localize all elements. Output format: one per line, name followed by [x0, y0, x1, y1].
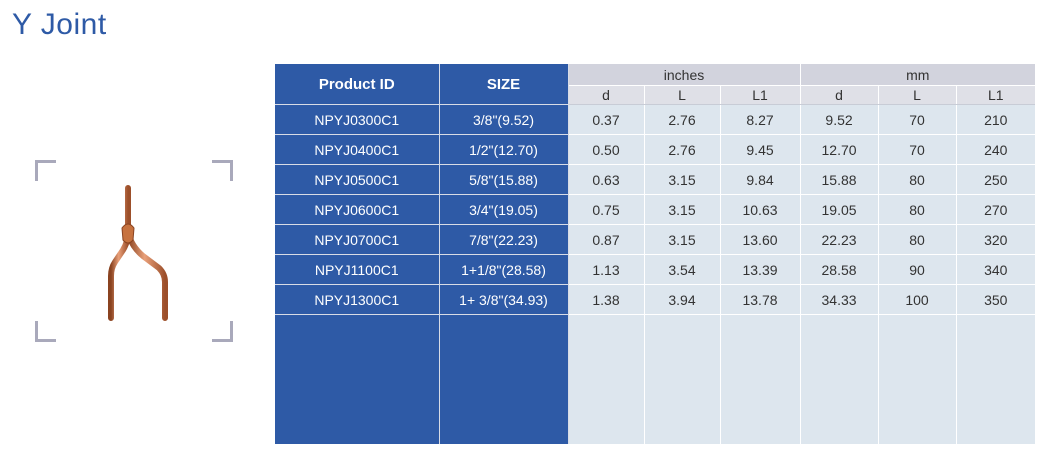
- size-cell: 3/4"(19.05): [439, 194, 569, 225]
- header-inch-L1: L1: [719, 85, 801, 105]
- header-size: SIZE: [439, 64, 569, 105]
- product-id-cell: NPYJ0600C1: [275, 194, 440, 225]
- inch-d-cell: 0.87: [567, 224, 644, 255]
- inch-L1-cell: 10.63: [719, 194, 801, 225]
- table-row: NPYJ0500C1 5/8"(15.88) 0.63 3.15 9.84 15…: [275, 164, 1036, 195]
- frame-corner-top-left: [35, 160, 56, 181]
- mm-L-cell: 80: [877, 164, 957, 195]
- product-id-cell: NPYJ1100C1: [275, 254, 440, 285]
- inch-d-cell: 0.37: [567, 104, 644, 135]
- table-filler-row: [275, 314, 1036, 444]
- inch-L1-cell: 9.45: [719, 134, 801, 165]
- inch-d-cell: 0.50: [567, 134, 644, 165]
- size-cell: 7/8"(22.23): [439, 224, 569, 255]
- inch-L-cell: 2.76: [643, 134, 720, 165]
- mm-d-cell: 19.05: [799, 194, 879, 225]
- header-inches-group: inches: [567, 64, 801, 86]
- header-mm-L1: L1: [955, 85, 1036, 105]
- mm-L-cell: 80: [877, 224, 957, 255]
- product-id-cell: NPYJ1300C1: [275, 284, 440, 315]
- empty-cell: [877, 314, 957, 444]
- product-id-cell: NPYJ0700C1: [275, 224, 440, 255]
- inch-L1-cell: 13.39: [719, 254, 801, 285]
- inch-d-cell: 0.75: [567, 194, 644, 225]
- inch-d-cell: 1.13: [567, 254, 644, 285]
- empty-cell: [719, 314, 801, 444]
- inch-L-cell: 3.15: [643, 224, 720, 255]
- inch-L1-cell: 13.60: [719, 224, 801, 255]
- mm-L1-cell: 210: [955, 104, 1036, 135]
- mm-d-cell: 12.70: [799, 134, 879, 165]
- product-id-cell: NPYJ0400C1: [275, 134, 440, 165]
- product-id-cell: NPYJ0500C1: [275, 164, 440, 195]
- mm-L1-cell: 270: [955, 194, 1036, 225]
- mm-L-cell: 70: [877, 134, 957, 165]
- inch-L-cell: 3.15: [643, 164, 720, 195]
- mm-d-cell: 34.33: [799, 284, 879, 315]
- mm-L-cell: 80: [877, 194, 957, 225]
- mm-d-cell: 9.52: [799, 104, 879, 135]
- inch-L-cell: 2.76: [643, 104, 720, 135]
- frame-corner-top-right: [212, 160, 233, 181]
- product-id-cell: NPYJ0300C1: [275, 104, 440, 135]
- empty-cell: [643, 314, 720, 444]
- y-joint-product-image: [108, 185, 168, 321]
- size-cell: 1+ 3/8"(34.93): [439, 284, 569, 315]
- empty-cell: [439, 314, 569, 444]
- mm-d-cell: 28.58: [799, 254, 879, 285]
- size-cell: 1/2"(12.70): [439, 134, 569, 165]
- empty-cell: [567, 314, 644, 444]
- page-title: Y Joint: [12, 8, 107, 41]
- mm-L-cell: 100: [877, 284, 957, 315]
- table-row: NPYJ0700C1 7/8"(22.23) 0.87 3.15 13.60 2…: [275, 224, 1036, 255]
- empty-cell: [955, 314, 1036, 444]
- header-product-id: Product ID: [275, 64, 440, 105]
- y-joint-spec-table: Product ID SIZE inches mm d L L1 d L L1 …: [275, 64, 1036, 444]
- mm-d-cell: 15.88: [799, 164, 879, 195]
- inch-L1-cell: 13.78: [719, 284, 801, 315]
- mm-L1-cell: 320: [955, 224, 1036, 255]
- table-row: NPYJ1300C1 1+ 3/8"(34.93) 1.38 3.94 13.7…: [275, 284, 1036, 315]
- size-cell: 5/8"(15.88): [439, 164, 569, 195]
- header-inch-d: d: [567, 85, 644, 105]
- header-inch-L: L: [643, 85, 720, 105]
- mm-L-cell: 90: [877, 254, 957, 285]
- empty-cell: [275, 314, 440, 444]
- inch-L-cell: 3.94: [643, 284, 720, 315]
- table-row: NPYJ1100C1 1+1/8"(28.58) 1.13 3.54 13.39…: [275, 254, 1036, 285]
- empty-cell: [799, 314, 879, 444]
- mm-L1-cell: 240: [955, 134, 1036, 165]
- mm-L-cell: 70: [877, 104, 957, 135]
- inch-L1-cell: 8.27: [719, 104, 801, 135]
- size-cell: 1+1/8"(28.58): [439, 254, 569, 285]
- mm-L1-cell: 350: [955, 284, 1036, 315]
- table-row: NPYJ0400C1 1/2"(12.70) 0.50 2.76 9.45 12…: [275, 134, 1036, 165]
- frame-corner-bottom-left: [35, 321, 56, 342]
- inch-L-cell: 3.54: [643, 254, 720, 285]
- table-row: NPYJ0600C1 3/4"(19.05) 0.75 3.15 10.63 1…: [275, 194, 1036, 225]
- mm-d-cell: 22.23: [799, 224, 879, 255]
- size-cell: 3/8"(9.52): [439, 104, 569, 135]
- header-mm-L: L: [877, 85, 957, 105]
- table-row: NPYJ0300C1 3/8"(9.52) 0.37 2.76 8.27 9.5…: [275, 104, 1036, 135]
- inch-d-cell: 0.63: [567, 164, 644, 195]
- frame-corner-bottom-right: [212, 321, 233, 342]
- mm-L1-cell: 340: [955, 254, 1036, 285]
- header-mm-d: d: [799, 85, 879, 105]
- inch-L-cell: 3.15: [643, 194, 720, 225]
- inch-L1-cell: 9.84: [719, 164, 801, 195]
- product-image-frame: [35, 160, 233, 342]
- inch-d-cell: 1.38: [567, 284, 644, 315]
- header-mm-group: mm: [799, 64, 1036, 86]
- mm-L1-cell: 250: [955, 164, 1036, 195]
